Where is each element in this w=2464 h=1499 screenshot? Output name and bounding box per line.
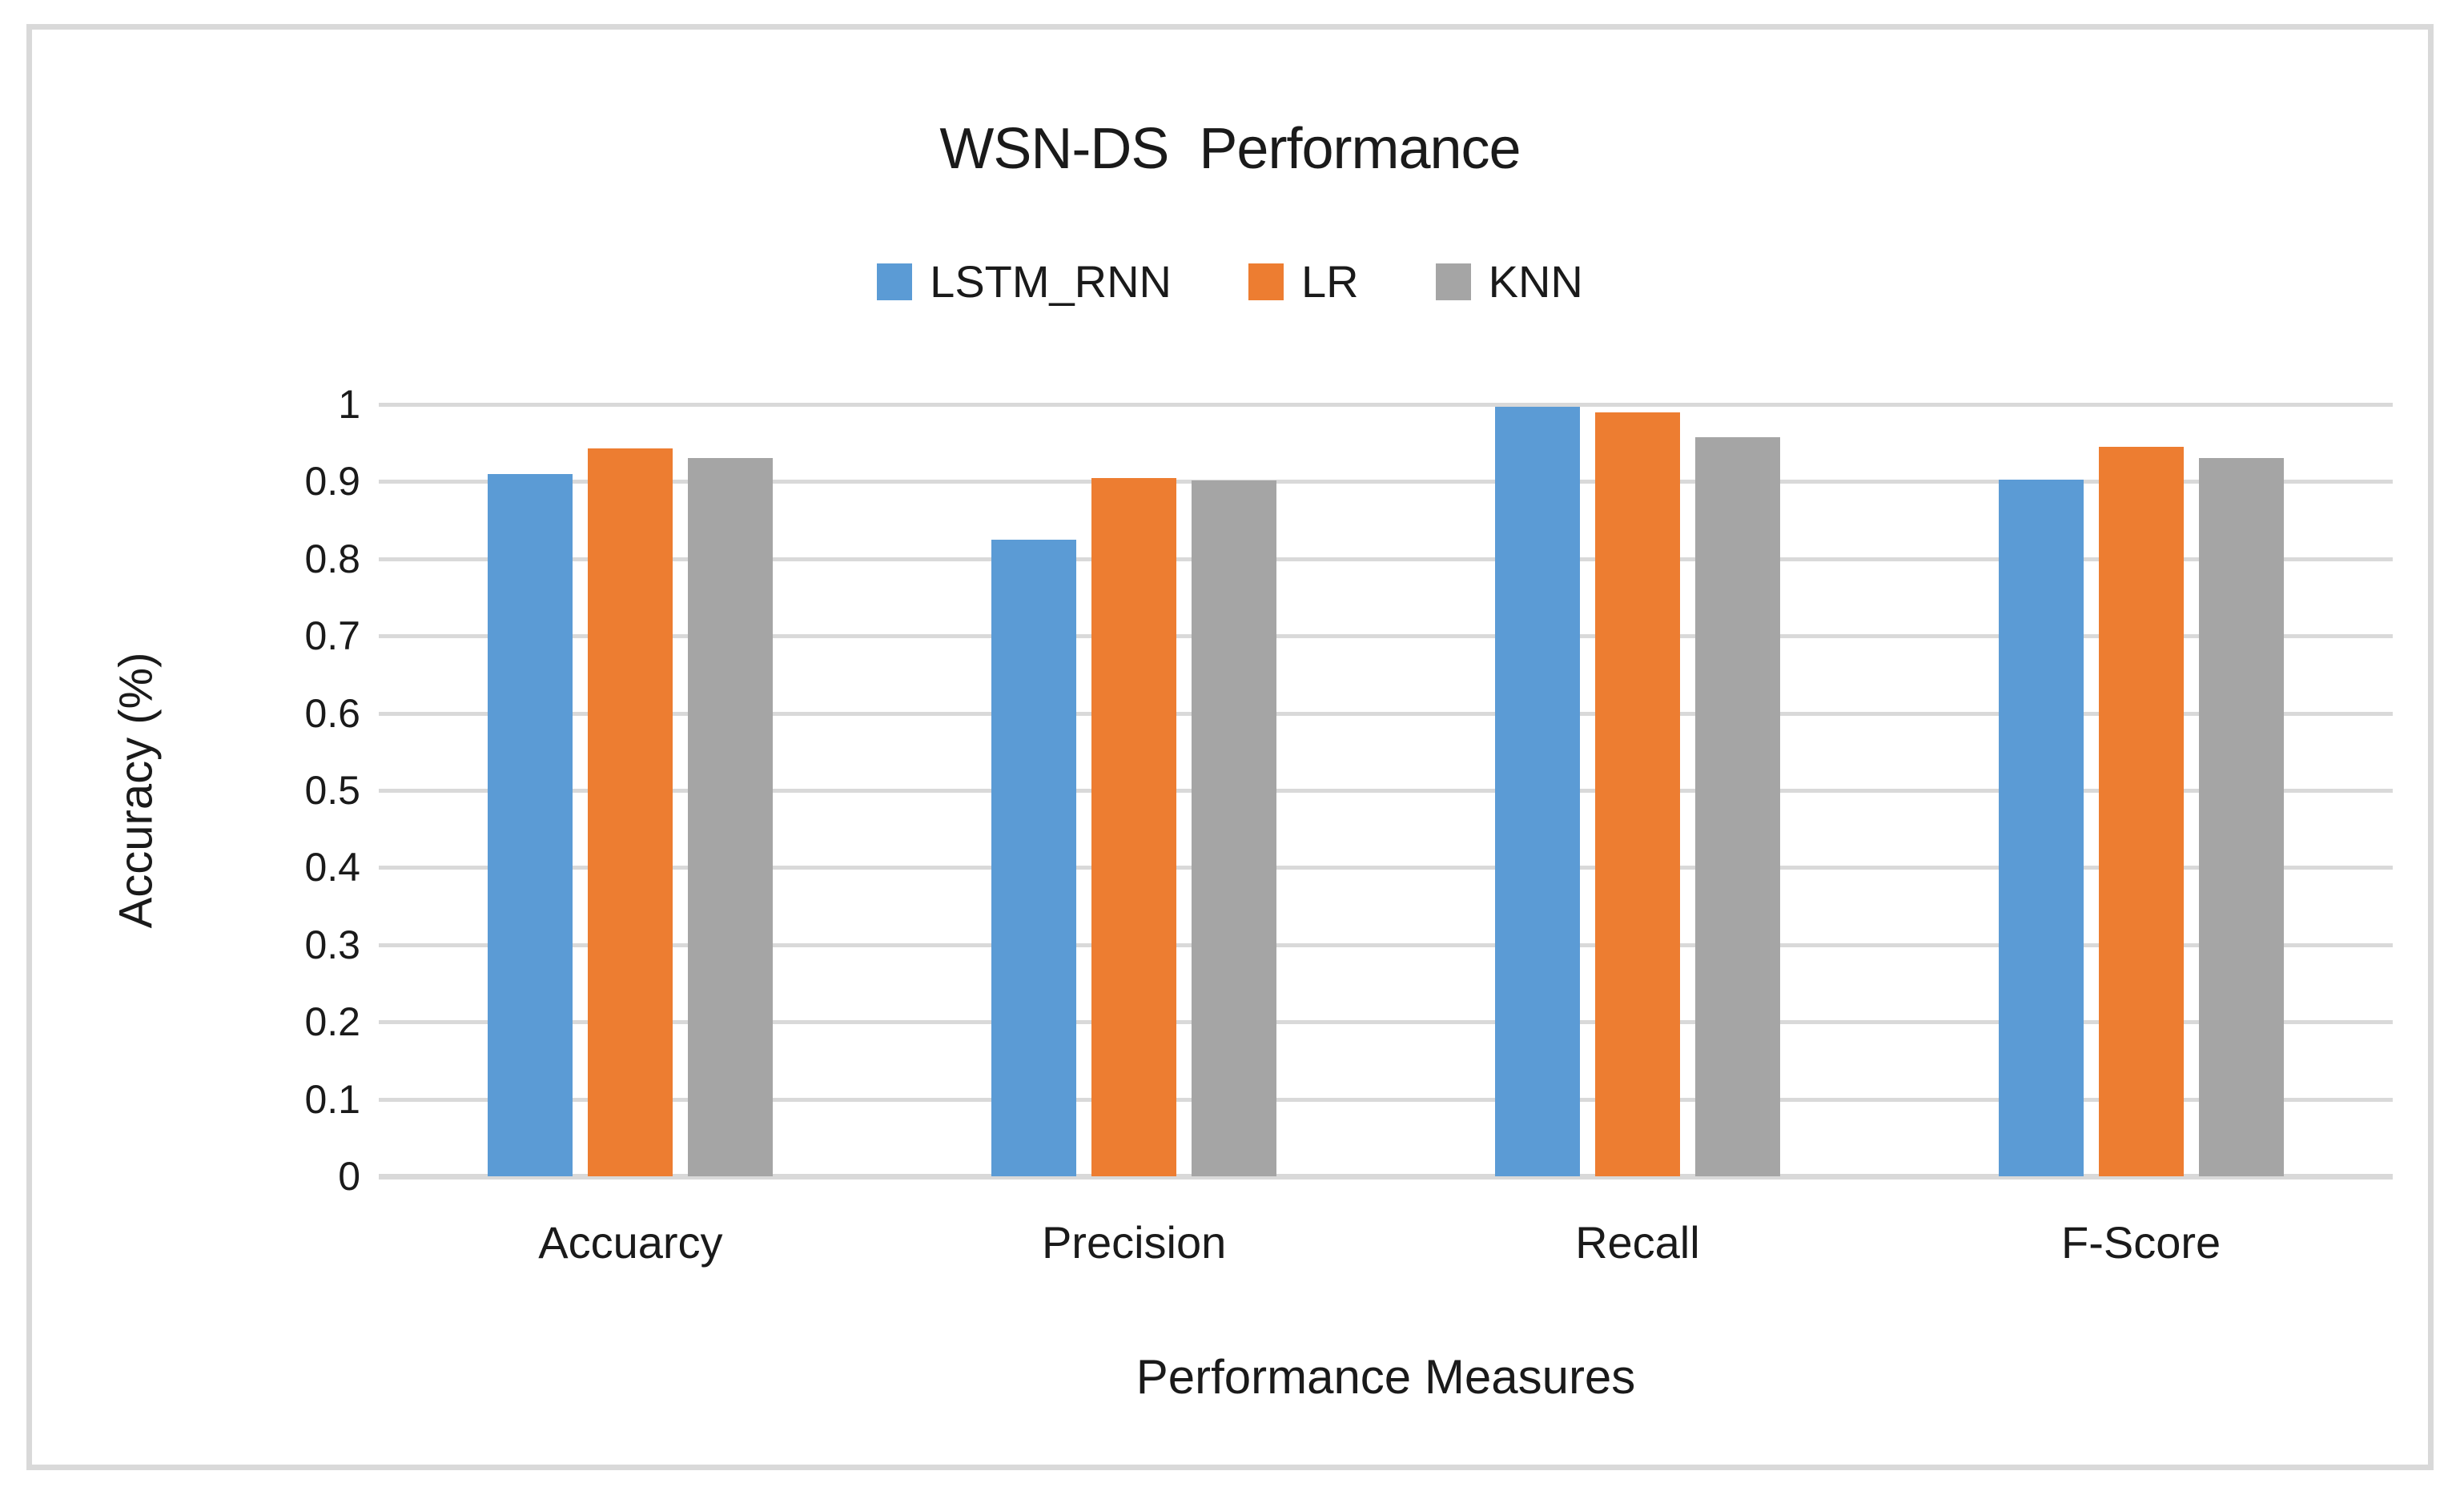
category-label-Accuarcy: Accuarcy (538, 1217, 723, 1268)
bar-LR-Recall (1594, 412, 1680, 1176)
x-axis-line (379, 1174, 2393, 1180)
legend-label: KNN (1488, 256, 1583, 307)
y-tick-label: 0.2 (304, 999, 360, 1045)
gridline (379, 789, 2393, 793)
bar-LSTM_RNN-F-Score (1998, 479, 2084, 1176)
y-tick-label: 0 (338, 1154, 360, 1199)
y-tick-label: 0.1 (304, 1076, 360, 1122)
y-tick-label: 0.6 (304, 690, 360, 736)
legend-item-LSTM_RNN: LSTM_RNN (877, 255, 1172, 307)
legend-item-LR: LR (1248, 255, 1359, 307)
category-label-Recall: Recall (1575, 1217, 1700, 1268)
y-tick-label: 0.5 (304, 768, 360, 813)
y-tick-label: 0.8 (304, 536, 360, 581)
bar-LR-Accuarcy (588, 448, 673, 1176)
gridline (379, 711, 2393, 716)
bar-LSTM_RNN-Accuarcy (488, 473, 573, 1176)
gridline (379, 557, 2393, 561)
legend-label: LR (1301, 256, 1359, 307)
bar-LR-Precision (1091, 477, 1177, 1176)
legend-item-KNN: KNN (1435, 255, 1583, 307)
category-label-F-Score: F-Score (2061, 1217, 2221, 1268)
bar-KNN-Recall (1694, 436, 1780, 1176)
y-tick-label: 0.7 (304, 613, 360, 659)
legend: LSTM_RNN LR KNN (32, 255, 2428, 307)
chart-title: WSN-DS Performance (939, 117, 1521, 181)
plot-area (379, 403, 2393, 1180)
gridline (379, 1097, 2393, 1102)
y-tick-label: 0.3 (304, 922, 360, 967)
bar-LSTM_RNN-Precision (991, 539, 1077, 1176)
gridline (379, 1020, 2393, 1025)
category-axis: Accuarcy Precision Recall F-Score (379, 1216, 2393, 1272)
y-tick-label: 0.4 (304, 845, 360, 890)
gridline (379, 634, 2393, 639)
gridline (379, 942, 2393, 947)
gridline (379, 866, 2393, 870)
chart-frame: WSN-DS Performance LSTM_RNN LR KNN Accurac… (26, 24, 2434, 1470)
y-tick-label: 1 (338, 382, 360, 427)
legend-swatch-icon (1435, 263, 1471, 300)
legend-swatch-icon (877, 263, 913, 300)
bar-LSTM_RNN-Recall (1494, 406, 1580, 1176)
bar-KNN-Precision (1192, 480, 1277, 1176)
bar-KNN-Accuarcy (688, 458, 774, 1176)
x-axis-title: Performance Measures (1136, 1350, 1636, 1404)
bar-KNN-F-Score (2198, 458, 2284, 1176)
bar-LR-F-Score (2098, 447, 2184, 1176)
gridline (379, 403, 2393, 407)
legend-label: LSTM_RNN (930, 256, 1172, 307)
gridline (379, 480, 2393, 484)
y-tick-label: 0.9 (304, 459, 360, 504)
legend-swatch-icon (1248, 263, 1284, 300)
category-label-Precision: Precision (1041, 1217, 1227, 1268)
